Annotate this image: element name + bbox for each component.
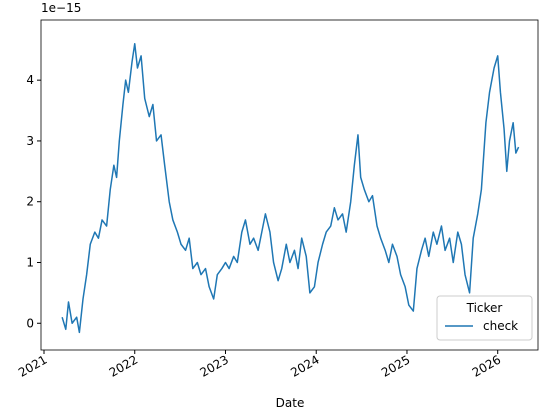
x-axis-label: Date [276, 396, 305, 410]
x-tick-label: 2026 [470, 352, 503, 379]
x-tick-label: 2023 [198, 352, 231, 379]
y-tick-label: 2 [26, 195, 34, 209]
y-tick-label: 0 [26, 316, 34, 330]
legend-title: Ticker [466, 301, 503, 315]
x-tick-label: 2022 [107, 352, 140, 379]
line-series [61, 42, 520, 334]
x-tick-label: 2024 [288, 352, 321, 379]
plot-frame [40, 19, 539, 351]
y-offset-label: 1e−15 [41, 1, 81, 15]
x-tick-label: 2021 [16, 352, 49, 379]
x-tick-label: 2025 [379, 352, 412, 379]
y-tick-label: 1 [26, 255, 34, 269]
legend: Ticker check [436, 295, 533, 341]
y-tick-label: 4 [26, 73, 34, 87]
legend-label: check [483, 319, 518, 333]
y-tick-label: 3 [26, 134, 34, 148]
legend-box [436, 295, 533, 341]
